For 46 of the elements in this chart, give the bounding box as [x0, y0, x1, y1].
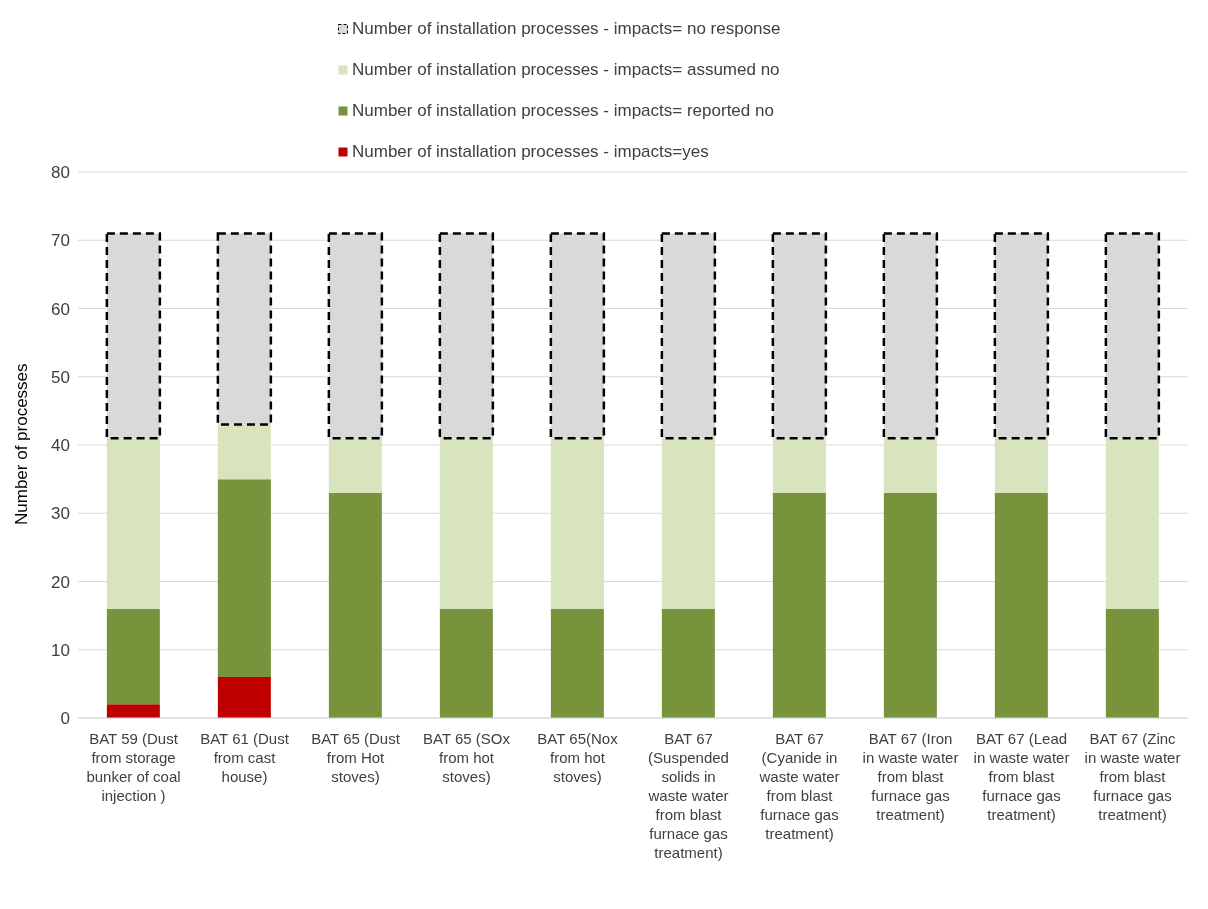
x-tick-label: BAT 67 (Lead in waste water from blast furnace gas treatment): [973, 730, 1070, 823]
y-tick-label: 10: [51, 640, 70, 660]
y-tick-label: 50: [51, 367, 70, 387]
bar: [439, 438, 493, 609]
bar: [994, 438, 1048, 493]
y-tick-label: 30: [51, 504, 70, 524]
bar: [994, 492, 1048, 718]
bar: [106, 608, 160, 705]
x-tick-label: BAT 65 (SOx from hot stoves): [423, 730, 511, 785]
legend-label: Number of installation processes - impacts= reported no: [352, 100, 774, 121]
x-tick-label: BAT 61 (Dust from cast house): [200, 730, 290, 785]
bar: [106, 704, 160, 718]
y-tick-label: 20: [51, 572, 70, 592]
bar: [772, 438, 826, 493]
bar: [661, 608, 715, 718]
x-tick-label: BAT 59 (Dust from storage bunker of coal injection ): [86, 730, 181, 804]
bar: [106, 438, 160, 609]
bar: [772, 492, 826, 718]
bar: [217, 677, 271, 718]
bar: [550, 608, 604, 718]
bar: [1105, 608, 1159, 718]
legend-label: Number of installation processes - impacts= assumed no: [352, 59, 780, 80]
x-tick-label: BAT 67 (Zinc in waste water from blast furnace gas treatment): [1084, 730, 1181, 823]
bar: [328, 492, 382, 718]
x-tick-label: BAT 67 (Cyanide in waste water from blast furnace gas treatment): [758, 730, 840, 842]
bar: [217, 479, 271, 678]
bar: [439, 608, 493, 718]
legend-label: Number of installation processes - impacts=yes: [352, 141, 709, 162]
bar: [550, 438, 604, 609]
y-tick-label: 60: [51, 299, 70, 319]
x-tick-label: BAT 67 (Iron in waste water from blast furnace gas treatment): [862, 730, 959, 823]
y-tick-label: 70: [51, 231, 70, 251]
x-tick-label: BAT 67 (Suspended solids in waste water from blast furnace gas treatment): [647, 730, 729, 861]
y-axis-title: Number of processes: [12, 363, 32, 525]
y-tick-label: 0: [60, 709, 70, 729]
bar: [217, 424, 271, 480]
bar: [1105, 438, 1159, 609]
y-tick-label: 80: [51, 163, 70, 183]
x-tick-label: BAT 65 (Dust from Hot stoves): [311, 730, 401, 785]
x-tick-label: BAT 65(Nox from hot stoves): [537, 730, 619, 785]
y-tick-label: 40: [51, 436, 70, 456]
bar: [661, 438, 715, 609]
bar: [883, 438, 937, 493]
bar: [328, 438, 382, 493]
legend-label: Number of installation processes - impacts= no response: [352, 18, 781, 39]
bar: [883, 492, 937, 718]
